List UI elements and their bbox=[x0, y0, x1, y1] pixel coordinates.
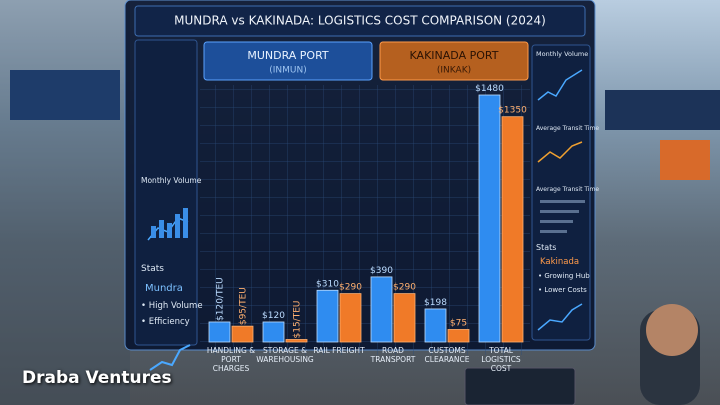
value-label: $95/TEU bbox=[239, 287, 249, 325]
left-panel bbox=[134, 39, 198, 346]
bar bbox=[478, 94, 501, 343]
legend-mundra bbox=[203, 41, 373, 81]
mini-bar bbox=[167, 223, 172, 238]
port-name: Mundra bbox=[145, 283, 183, 294]
value-label: $75 bbox=[450, 318, 467, 328]
value-label: $120 bbox=[262, 311, 285, 321]
stat-item: High Volume bbox=[141, 302, 203, 311]
legend-kakinada bbox=[379, 41, 529, 81]
mini-bar bbox=[151, 226, 156, 238]
port-name: Kakinada bbox=[540, 257, 580, 267]
mini-trend bbox=[537, 303, 583, 331]
mini-trend bbox=[537, 69, 583, 101]
stat-item: Efficiency bbox=[141, 318, 190, 327]
mini-bar bbox=[175, 214, 180, 238]
legend-label: MUNDRA PORT bbox=[247, 49, 329, 62]
bar bbox=[501, 116, 524, 343]
value-label: $310 bbox=[316, 279, 339, 289]
bar bbox=[208, 321, 231, 343]
value-label: $290 bbox=[339, 283, 362, 293]
laptop bbox=[464, 367, 576, 405]
bar bbox=[447, 329, 470, 343]
mini-row bbox=[540, 230, 567, 233]
value-label: $1350 bbox=[498, 106, 527, 116]
mini-bar bbox=[159, 220, 164, 238]
bar bbox=[339, 293, 362, 343]
person-head bbox=[646, 304, 698, 356]
bar bbox=[393, 293, 416, 343]
truck bbox=[660, 140, 710, 180]
legend-code: (INKAK) bbox=[437, 66, 471, 76]
legend-label: KAKINADA PORT bbox=[410, 49, 499, 62]
right-panel bbox=[531, 44, 591, 341]
panel-title: Average Transit Time bbox=[536, 186, 600, 193]
bar bbox=[370, 276, 393, 343]
x-tick-label: Handling & Port Charges bbox=[206, 346, 256, 373]
bar bbox=[424, 308, 447, 343]
chart-title: MUNDRA vs KAKINADA: LOGISTICS COST COMPA… bbox=[174, 14, 546, 28]
plot-grid bbox=[200, 85, 530, 355]
value-label: $15/TEU bbox=[293, 301, 303, 339]
panel-title: Monthly Volume bbox=[141, 176, 202, 185]
x-tick-label: Rail Freight bbox=[313, 346, 365, 355]
ship bbox=[10, 70, 120, 120]
mini-row bbox=[540, 200, 585, 203]
bar bbox=[231, 325, 254, 343]
panel-title: Stats bbox=[141, 264, 164, 274]
value-label: $198 bbox=[424, 298, 447, 308]
panel-title: Monthly Volume bbox=[536, 50, 589, 58]
x-tick-label: Total Logistics Cost bbox=[481, 346, 521, 373]
value-label: $390 bbox=[370, 266, 393, 276]
mini-row bbox=[540, 220, 573, 223]
mini-trend bbox=[537, 141, 583, 163]
watermark: Draba Ventures bbox=[22, 368, 172, 388]
title-bar bbox=[134, 5, 586, 37]
mini-bar bbox=[183, 208, 188, 238]
bar bbox=[316, 289, 339, 343]
panel-title: Average Transit Time bbox=[536, 125, 600, 132]
x-tick-label: Storage & Warehousing bbox=[256, 346, 314, 364]
bar bbox=[285, 339, 308, 343]
mini-trend bbox=[149, 344, 191, 371]
legend-code: (INMUN) bbox=[269, 66, 307, 76]
value-label: $120/TEU bbox=[216, 277, 226, 321]
stat-item: Growing Hub bbox=[538, 272, 589, 281]
background-left bbox=[0, 0, 130, 405]
panel-title: Stats bbox=[536, 243, 557, 252]
bar bbox=[262, 321, 285, 343]
value-label: $290 bbox=[393, 283, 416, 293]
mini-row bbox=[540, 210, 579, 213]
value-label: $1480 bbox=[475, 84, 504, 94]
ship bbox=[605, 90, 720, 130]
x-tick-label: Road Transport bbox=[370, 346, 416, 364]
stat-item: Lower Costs bbox=[538, 286, 586, 295]
x-tick-label: Customs Clearance bbox=[424, 346, 470, 364]
